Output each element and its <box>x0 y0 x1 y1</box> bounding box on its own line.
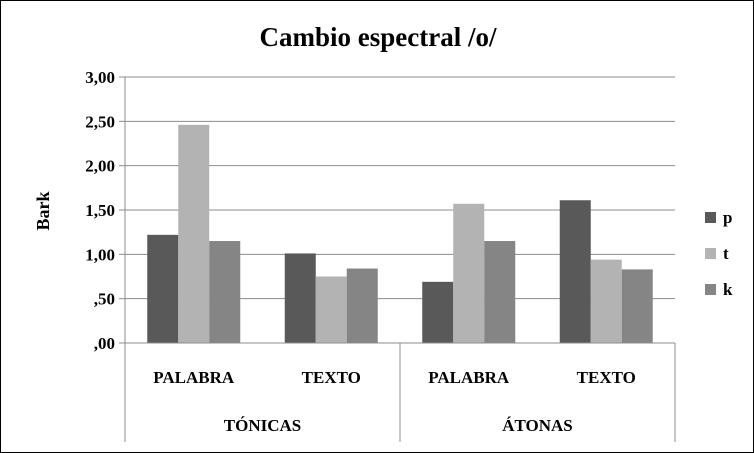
legend: ptk <box>705 208 733 299</box>
bar-t-2 <box>315 276 347 343</box>
legend-swatch-k <box>705 284 716 295</box>
bars <box>147 124 653 343</box>
bar-p-4 <box>559 200 591 343</box>
category-labels: PALABRA TEXTO PALABRA TEXTO TÓNICAS ÁTONAS <box>153 368 636 435</box>
bar-k-3 <box>484 241 516 343</box>
bar-p-1 <box>147 234 179 343</box>
legend-swatch-p <box>705 212 716 223</box>
bar-p-2 <box>284 253 316 343</box>
y-tick-label: ,00 <box>94 334 115 353</box>
y-tick-label: 3,00 <box>85 68 115 87</box>
bar-k-1 <box>209 241 241 343</box>
bar-k-2 <box>346 268 378 343</box>
group-label: TÓNICAS <box>224 416 301 435</box>
category-label: PALABRA <box>428 368 510 387</box>
legend-swatch-t <box>705 248 716 259</box>
bar-t-3 <box>453 203 485 343</box>
y-tick-label: 2,00 <box>85 157 115 176</box>
category-label: PALABRA <box>153 368 235 387</box>
legend-label-t: t <box>723 244 729 263</box>
y-tick-labels: ,00 ,50 1,00 1,50 2,00 2,50 3,00 <box>85 68 115 353</box>
bar-t-4 <box>590 259 622 343</box>
bar-t-1 <box>178 124 210 343</box>
y-tick-label: 1,50 <box>85 201 115 220</box>
y-tick-label: ,50 <box>94 290 115 309</box>
category-label: TEXTO <box>577 368 636 387</box>
bar-p-3 <box>422 281 454 343</box>
group-label: ÁTONAS <box>502 416 573 435</box>
legend-label-k: k <box>723 280 733 299</box>
y-axis-label: Bark <box>33 191 53 230</box>
y-tick-label: 1,00 <box>85 245 115 264</box>
y-tick-label: 2,50 <box>85 112 115 131</box>
legend-label-p: p <box>723 208 732 227</box>
category-label: TEXTO <box>302 368 361 387</box>
chart-title: Cambio espectral /o/ <box>260 22 497 52</box>
axes <box>124 77 676 442</box>
bar-k-4 <box>621 269 653 343</box>
